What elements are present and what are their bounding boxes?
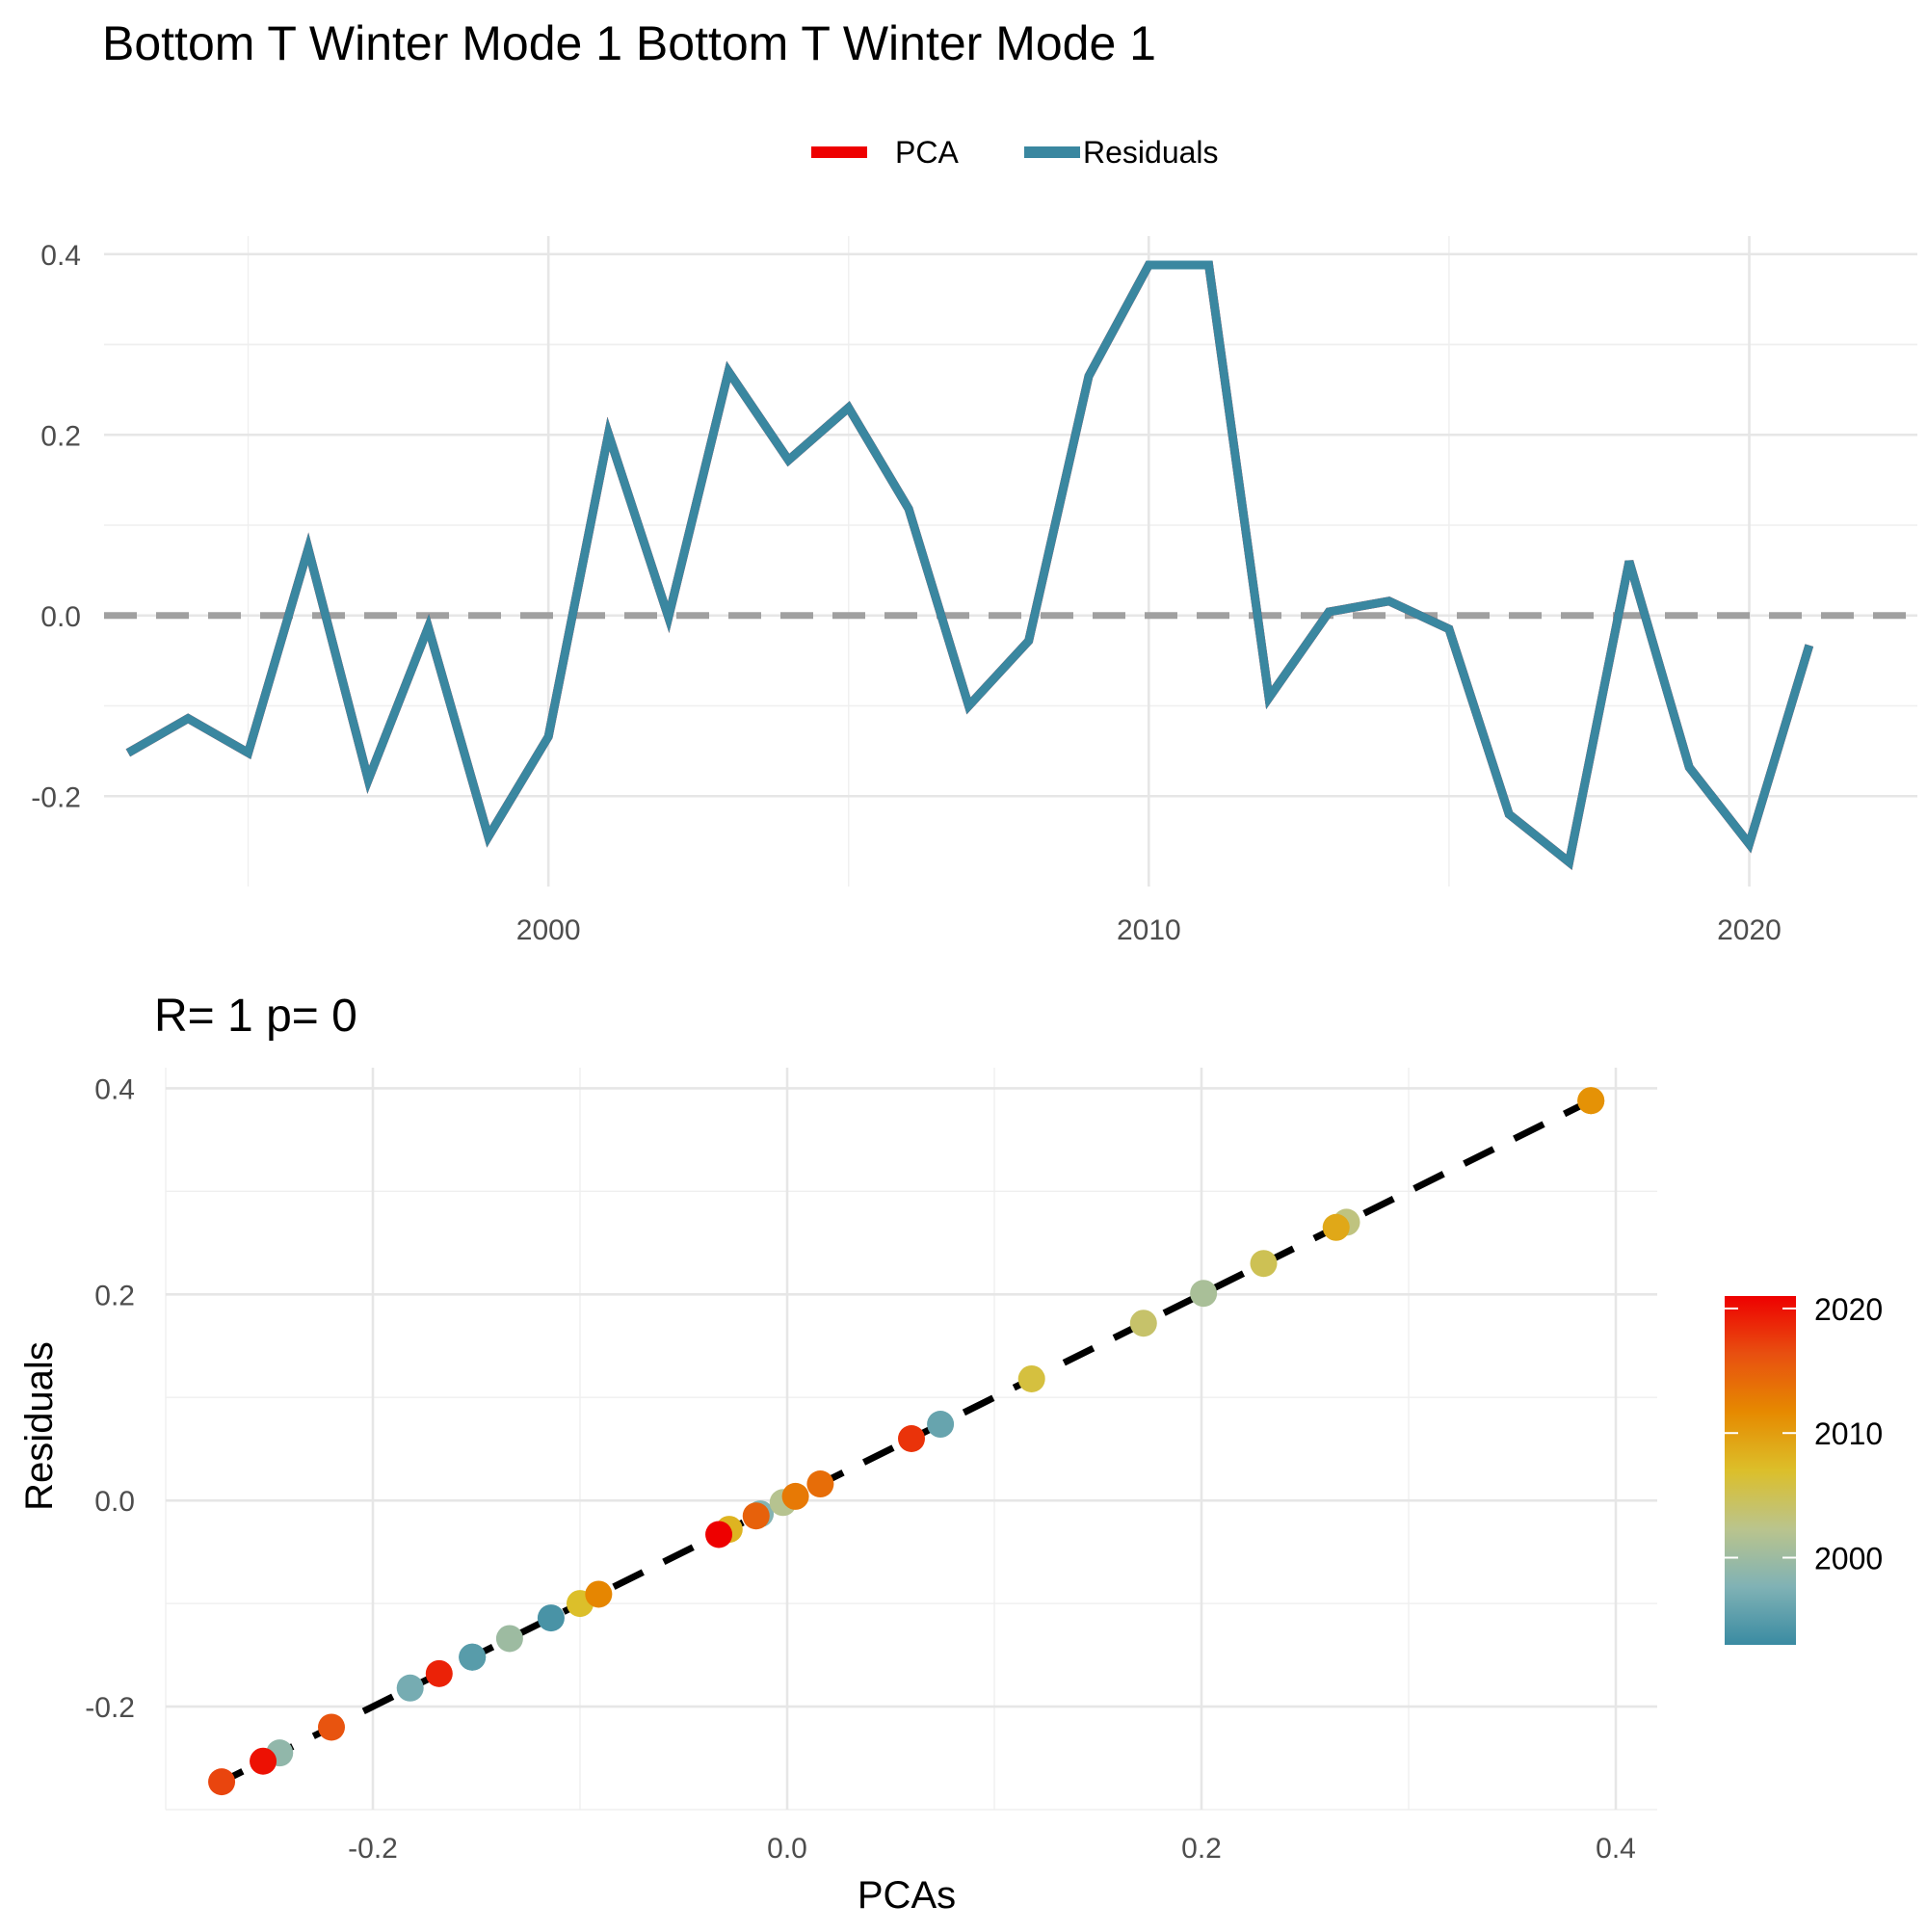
top-y-tick-label: 0.4: [40, 240, 81, 272]
scatter-y-tick-label: -0.2: [85, 1692, 135, 1724]
scatter-title: R= 1 p= 0: [154, 991, 357, 1042]
top-x-tick-label: 2000: [516, 914, 581, 946]
top-plot-grid: [104, 236, 1917, 887]
scatter-x-tick-label: -0.2: [348, 1833, 398, 1865]
scatter-point: [1129, 1310, 1157, 1337]
top-y-tick-label: -0.2: [31, 781, 81, 813]
scatter-x-tick-label: 0.2: [1181, 1833, 1222, 1865]
scatter-point: [585, 1580, 613, 1608]
series-line-pca: [125, 260, 1814, 870]
color-scale-tick-label: 2010: [1814, 1416, 1883, 1451]
x-axis-label: PCAs: [858, 1874, 956, 1917]
scatter-point: [1190, 1280, 1218, 1308]
scatter-x-tick-label: 0.0: [767, 1833, 807, 1865]
scatter-point: [1322, 1213, 1350, 1241]
legend-label-pca: PCA: [895, 135, 959, 170]
legend-label-residuals: Residuals: [1083, 135, 1219, 170]
scatter-points: [208, 1087, 1605, 1796]
color-scale-tick-label: 2020: [1814, 1292, 1883, 1327]
scatter-y-tick-label: 0.4: [94, 1073, 135, 1105]
color-scale-tick-label: 2000: [1814, 1542, 1883, 1576]
top-y-tick-label: 0.2: [40, 420, 81, 452]
chart-title: Bottom T Winter Mode 1 Bottom T Winter M…: [102, 16, 1156, 70]
top-plot-series: [125, 260, 1814, 870]
top-x-tick-label: 2020: [1717, 914, 1782, 946]
scatter-x-tick-label: 0.4: [1596, 1833, 1636, 1865]
color-scale-bar: [1725, 1296, 1796, 1645]
scatter-point: [459, 1643, 487, 1671]
top-x-axis-ticks: 2000 2010 2020: [516, 914, 1782, 946]
scatter-point: [537, 1604, 565, 1632]
top-y-axis-ticks: -0.2 0.0 0.2 0.4: [31, 240, 81, 814]
scatter-plot-grid: [165, 1068, 1657, 1811]
scatter-point: [1017, 1364, 1045, 1392]
scatter-point: [1250, 1250, 1278, 1278]
color-scale-legend: 2000 2010 2020: [1725, 1292, 1883, 1645]
scatter-point: [1577, 1087, 1605, 1115]
scatter-point: [781, 1482, 809, 1510]
color-scale-ticks: 2000 2010 2020: [1725, 1292, 1883, 1576]
scatter-y-tick-label: 0.2: [94, 1280, 135, 1311]
regression-line: [211, 1095, 1597, 1789]
scatter-point: [396, 1674, 424, 1702]
scatter-y-axis-ticks: -0.2 0.0 0.2 0.4: [85, 1073, 135, 1724]
chart-legend: PCA Residuals: [811, 135, 1219, 170]
scatter-point: [250, 1747, 277, 1775]
scatter-y-tick-label: 0.0: [94, 1486, 135, 1518]
scatter-point: [742, 1502, 770, 1530]
scatter-x-axis-ticks: -0.2 0.0 0.2 0.4: [348, 1833, 1636, 1865]
top-x-tick-label: 2010: [1117, 914, 1181, 946]
scatter-point: [208, 1768, 236, 1796]
scatter-point: [318, 1713, 345, 1741]
scatter-point: [495, 1625, 523, 1653]
scatter-point: [425, 1659, 453, 1687]
top-y-tick-label: 0.0: [40, 601, 81, 633]
series-line-residuals: [125, 260, 1814, 870]
scatter-point: [705, 1521, 733, 1548]
scatter-point: [927, 1411, 955, 1439]
scatter-fit-line: [211, 1095, 1597, 1789]
y-axis-label: Residuals: [18, 1341, 61, 1511]
scatter-point: [898, 1425, 925, 1452]
scatter-point: [806, 1470, 834, 1498]
